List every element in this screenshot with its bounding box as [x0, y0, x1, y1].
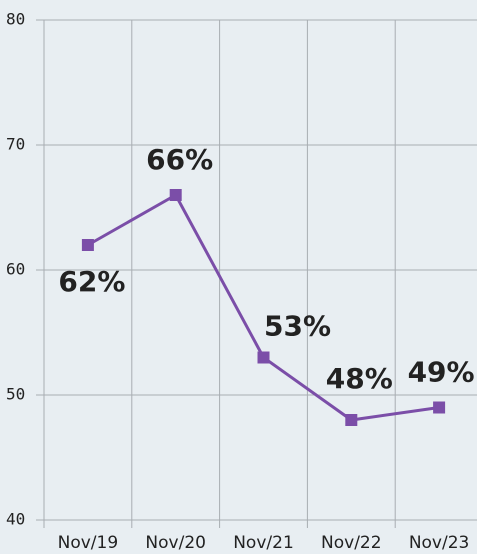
value-label: 66% [146, 143, 213, 176]
marker [81, 239, 94, 251]
y-tick-label: 50 [6, 385, 25, 404]
marker [257, 351, 270, 364]
x-tick-label: Nov/22 [321, 533, 382, 553]
x-tick-label: Nov/19 [58, 533, 119, 553]
y-tick-label: 80 [6, 10, 25, 29]
y-tick-label: 70 [6, 135, 25, 154]
marker [169, 189, 182, 201]
y-tick-label: 60 [6, 260, 25, 279]
y-tick-label: 40 [6, 510, 25, 529]
value-label: 48% [326, 362, 393, 395]
value-label: 49% [408, 356, 475, 389]
marker [433, 401, 446, 414]
x-tick-label: Nov/23 [409, 533, 470, 553]
x-tick-label: Nov/21 [233, 533, 294, 553]
value-label: 53% [264, 310, 331, 343]
marker [345, 414, 358, 426]
value-label: 62% [58, 265, 125, 298]
x-tick-label: Nov/20 [145, 533, 206, 553]
